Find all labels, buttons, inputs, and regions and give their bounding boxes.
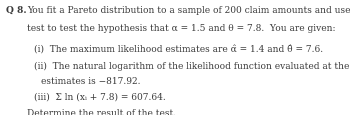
Text: You fit a Pareto distribution to a sample of 200 claim amounts and use the likel: You fit a Pareto distribution to a sampl…: [27, 6, 350, 15]
Text: Q 8.: Q 8.: [6, 6, 27, 15]
Text: test to test the hypothesis that α = 1.5 and θ = 7.8.  You are given:: test to test the hypothesis that α = 1.5…: [27, 24, 335, 33]
Text: estimates is −817.92.: estimates is −817.92.: [41, 76, 141, 85]
Text: (iii)  Σ ln (xᵢ + 7.8) = 607.64.: (iii) Σ ln (xᵢ + 7.8) = 607.64.: [34, 91, 166, 100]
Text: Determine the result of the test.: Determine the result of the test.: [27, 108, 176, 115]
Text: (i)  The maximum likelihood estimates are α̂ = 1.4 and θ̂ = 7.6.: (i) The maximum likelihood estimates are…: [34, 44, 323, 53]
Text: (ii)  The natural logarithm of the likelihood function evaluated at the maximum : (ii) The natural logarithm of the likeli…: [34, 61, 350, 70]
